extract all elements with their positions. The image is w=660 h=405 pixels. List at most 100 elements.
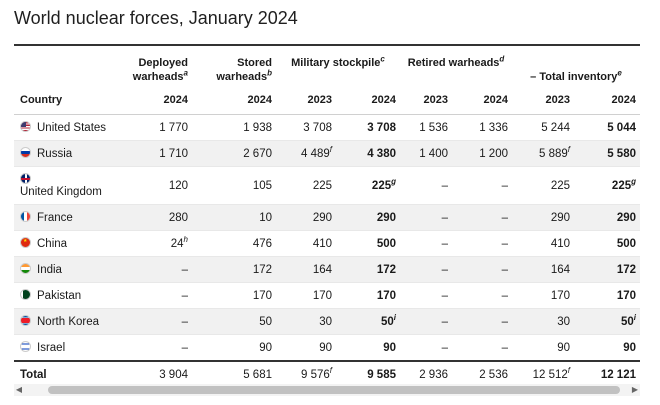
year-retired-2024: 2024 <box>452 84 512 115</box>
country-name: United States <box>37 122 107 134</box>
year-retired-2023: 2023 <box>400 84 452 115</box>
cell-ret2023: – <box>400 230 452 257</box>
table-row: France 280 10 290 290 – – 290 290 <box>14 204 640 231</box>
page-title: World nuclear forces, January 2024 <box>14 8 298 28</box>
horizontal-scrollbar[interactable]: ◀ ▶ <box>14 384 640 396</box>
us-flag-icon <box>20 121 31 132</box>
cell-ret2023: 1 536 <box>400 114 452 141</box>
cell-tot2023: 30 <box>512 308 574 335</box>
total-ret2024: 2 536 <box>452 360 512 388</box>
cell-mil2023: 410 <box>276 230 336 257</box>
year-total-2023: 2023 <box>512 84 574 115</box>
cell-stored: 1 938 <box>192 114 276 141</box>
india-flag-icon <box>20 263 31 274</box>
table-row: ★ China 24h 476 410 500 – – 410 500 <box>14 230 640 257</box>
cell-deployed: 24h <box>112 230 192 257</box>
country-name: Pakistan <box>37 290 82 302</box>
cell-mil2024: 225g <box>336 166 400 205</box>
header-retired: Retired warheadsd <box>407 54 505 69</box>
table-row: North Korea – 50 30 50i – – 30 50i <box>14 308 640 335</box>
total-mil2024: 9 585 <box>336 360 400 388</box>
cell-stored: 172 <box>192 256 276 283</box>
header-spacer <box>14 46 112 84</box>
nuclear-forces-table-container: Deployed warheadsa Stored warheadsb Mili… <box>14 44 640 388</box>
cell-mil2023: 170 <box>276 282 336 309</box>
cell-tot2024: 5 044 <box>574 114 640 141</box>
cell-ret2023: – <box>400 308 452 335</box>
cell-mil2024: 290 <box>336 204 400 231</box>
cell-tot2024: 225g <box>574 166 640 205</box>
cell-tot2023: 164 <box>512 256 574 283</box>
cell-deployed: 120 <box>112 166 192 205</box>
cell-ret2024: – <box>452 308 512 335</box>
total-deployed: 3 904 <box>112 360 192 388</box>
cell-mil2024: 90 <box>336 334 400 362</box>
cell-stored: 170 <box>192 282 276 309</box>
cell-tot2023: 5 244 <box>512 114 574 141</box>
cell-tot2024: 90 <box>574 334 640 362</box>
cell-ret2023: – <box>400 166 452 205</box>
total-ret2023: 2 936 <box>400 360 452 388</box>
table-row: Israel – 90 90 90 – – 90 90 <box>14 334 640 362</box>
cell-stored: 2 670 <box>192 140 276 167</box>
israel-flag-icon <box>20 341 31 352</box>
header-country: Country <box>14 84 112 115</box>
cell-mil2023: 30 <box>276 308 336 335</box>
cell-mil2023: 90 <box>276 334 336 362</box>
cell-tot2024: 500 <box>574 230 640 257</box>
cell-stored: 105 <box>192 166 276 205</box>
cell-tot2023: 170 <box>512 282 574 309</box>
cell-mil2024: 50i <box>336 308 400 335</box>
cell-deployed: 1 770 <box>112 114 192 141</box>
country-name: France <box>37 212 73 224</box>
cell-tot2023: 5 889f <box>512 140 574 167</box>
france-flag-icon <box>20 211 31 222</box>
cell-tot2024: 5 580 <box>574 140 640 167</box>
cell-deployed: – <box>112 256 192 283</box>
cell-ret2023: – <box>400 256 452 283</box>
north-korea-flag-icon <box>20 315 31 326</box>
total-label: Total <box>14 360 112 388</box>
scroll-right-arrow-icon[interactable]: ▶ <box>631 385 639 394</box>
cell-ret2024: – <box>452 282 512 309</box>
nuclear-forces-table: Deployed warheadsa Stored warheadsb Mili… <box>14 44 640 388</box>
cell-ret2024: – <box>452 334 512 362</box>
cell-mil2023: 164 <box>276 256 336 283</box>
china-flag-icon: ★ <box>20 237 31 248</box>
cell-tot2023: 410 <box>512 230 574 257</box>
cell-deployed: – <box>112 334 192 362</box>
cell-ret2024: – <box>452 204 512 231</box>
cell-deployed: – <box>112 308 192 335</box>
year-deployed-2024: 2024 <box>112 84 192 115</box>
cell-ret2024: 1 200 <box>452 140 512 167</box>
uk-flag-icon <box>20 173 31 184</box>
year-total-2024: 2024 <box>574 84 640 115</box>
country-name: Israel <box>37 342 66 354</box>
cell-mil2023: 3 708 <box>276 114 336 141</box>
country-name: China <box>37 238 68 250</box>
cell-mil2023: 290 <box>276 204 336 231</box>
cell-stored: 10 <box>192 204 276 231</box>
cell-mil2024: 4 380 <box>336 140 400 167</box>
cell-ret2023: – <box>400 334 452 362</box>
cell-mil2023: 225 <box>276 166 336 205</box>
table-row: Russia 1 710 2 670 4 489f 4 380 1 400 1 … <box>14 140 640 167</box>
cell-ret2023: 1 400 <box>400 140 452 167</box>
cell-mil2023: 4 489f <box>276 140 336 167</box>
country-name: India <box>37 264 62 276</box>
cell-deployed: – <box>112 282 192 309</box>
cell-stored: 90 <box>192 334 276 362</box>
header-deployed: Deployed warheadsa <box>132 57 188 83</box>
total-tot2023: 12 512f <box>512 360 574 388</box>
cell-deployed: 1 710 <box>112 140 192 167</box>
cell-ret2024: – <box>452 230 512 257</box>
table-row: India – 172 164 172 – – 164 172 <box>14 256 640 283</box>
scroll-left-arrow-icon[interactable]: ◀ <box>15 385 23 394</box>
cell-tot2024: 290 <box>574 204 640 231</box>
cell-stored: 50 <box>192 308 276 335</box>
scrollbar-thumb[interactable] <box>48 386 620 394</box>
cell-mil2024: 170 <box>336 282 400 309</box>
year-military-2024: 2024 <box>336 84 400 115</box>
year-military-2023: 2023 <box>276 84 336 115</box>
cell-mil2024: 500 <box>336 230 400 257</box>
